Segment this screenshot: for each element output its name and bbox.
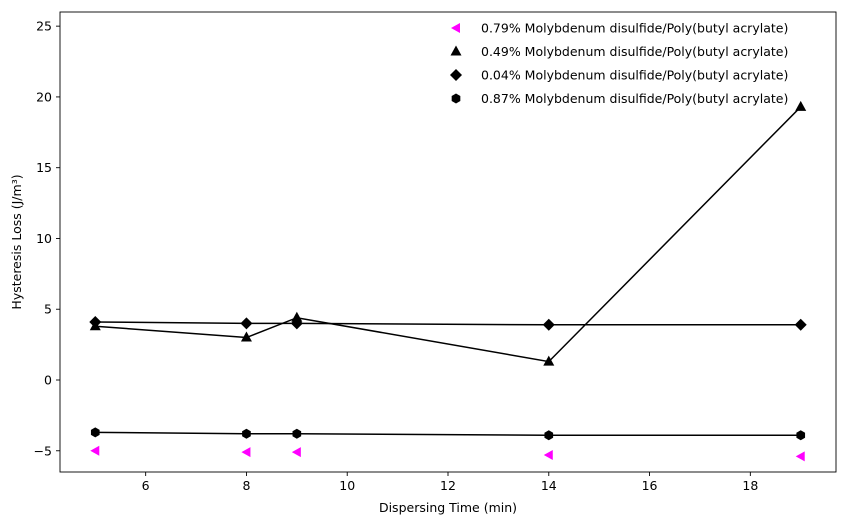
legend-marker: [451, 93, 461, 104]
y-tick-label: −5: [34, 443, 52, 458]
legend: 0.79% Molybdenum disulfide/Poly(butyl ac…: [450, 21, 788, 106]
x-tick-label: 8: [242, 478, 250, 493]
series-2-point: [795, 100, 807, 111]
series-4-point: [292, 428, 302, 439]
series-1-point: [795, 451, 805, 462]
series-1-point: [543, 450, 553, 461]
series-3-point: [542, 318, 555, 331]
series-4-point: [90, 427, 100, 438]
series-layer: [89, 100, 807, 462]
x-tick-label: 10: [339, 478, 355, 493]
y-tick-label: 5: [44, 302, 52, 317]
legend-label: 0.49% Molybdenum disulfide/Poly(butyl ac…: [481, 44, 788, 59]
series-2-point: [291, 311, 303, 322]
series-4-point: [796, 430, 806, 441]
y-axis-label: Hysteresis Loss (J/m³): [9, 174, 24, 309]
series-3-point: [89, 315, 102, 328]
x-tick-label: 16: [642, 478, 658, 493]
series-4: [90, 427, 806, 441]
y-tick-label: 15: [36, 160, 52, 175]
legend-item: 0.87% Molybdenum disulfide/Poly(butyl ac…: [451, 91, 788, 106]
series-2-point: [543, 355, 555, 366]
series-1-point: [241, 447, 251, 458]
series-3-point: [240, 317, 253, 330]
x-tick-label: 6: [142, 478, 150, 493]
legend-marker: [450, 45, 462, 56]
legend-marker: [451, 23, 460, 33]
y-tick-label: 25: [36, 19, 52, 34]
series-4-point: [242, 428, 251, 439]
series-3-point: [794, 318, 807, 331]
series-3-point: [290, 317, 303, 330]
legend-label: 0.87% Molybdenum disulfide/Poly(butyl ac…: [481, 91, 788, 106]
legend-item: 0.04% Molybdenum disulfide/Poly(butyl ac…: [450, 68, 788, 83]
series-1: [90, 445, 805, 462]
x-tick-label: 12: [440, 478, 456, 493]
y-tick-label: 10: [36, 231, 52, 246]
x-axis-label: Dispersing Time (min): [379, 500, 517, 515]
legend-item: 0.49% Molybdenum disulfide/Poly(butyl ac…: [450, 44, 788, 59]
series-4-point: [544, 430, 554, 441]
legend-item: 0.79% Molybdenum disulfide/Poly(butyl ac…: [451, 21, 788, 36]
legend-marker: [450, 69, 462, 81]
series-3: [89, 315, 807, 331]
series-1-point: [90, 445, 100, 456]
x-tick-label: 18: [742, 478, 758, 493]
legend-label: 0.79% Molybdenum disulfide/Poly(butyl ac…: [481, 21, 788, 36]
ticks-layer: 6 8 10 12 14 16 18 −5 0 5 10 15 20 25: [34, 19, 759, 493]
y-tick-label: 20: [36, 89, 52, 104]
legend-label: 0.04% Molybdenum disulfide/Poly(butyl ac…: [481, 68, 788, 83]
series-2-point: [240, 331, 252, 342]
y-tick-label: 0: [44, 373, 52, 388]
series-1-point: [291, 447, 301, 458]
x-tick-label: 14: [541, 478, 557, 493]
plot-area: [60, 12, 836, 472]
